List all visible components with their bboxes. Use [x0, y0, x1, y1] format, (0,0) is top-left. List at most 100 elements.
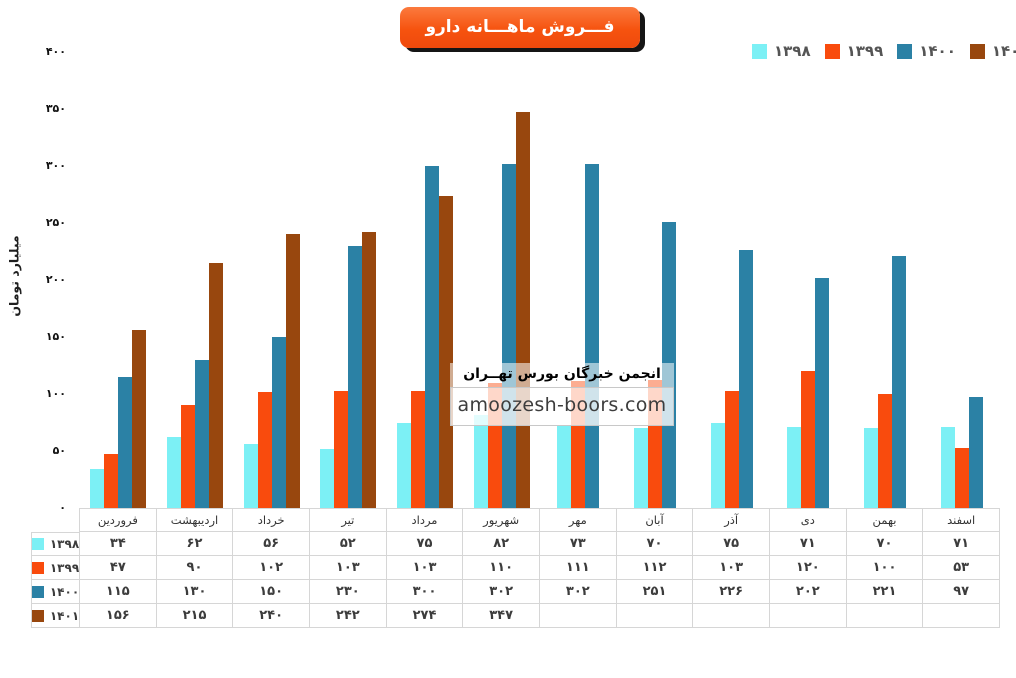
bar-1400-m6	[501, 163, 516, 508]
table-month-header-11: بهمن	[846, 508, 924, 532]
bar-group-7	[540, 52, 617, 508]
table-cell-1401-m1: ۱۵۶	[80, 604, 157, 628]
table-year-label-1400: ۱۴۰۰	[49, 584, 80, 599]
plot-area	[80, 52, 1000, 508]
table-cell-1400-m9: ۲۲۶	[693, 580, 770, 604]
table-corner-cell	[31, 508, 80, 532]
table-cell-1400-m11: ۲۲۱	[846, 580, 924, 604]
table-cell-1401-m10	[769, 604, 847, 628]
table-cell-1400-m12: ۹۷	[923, 580, 1000, 604]
table-cell-1401-m9	[693, 604, 770, 628]
table-cell-1399-m11: ۱۰۰	[846, 556, 924, 580]
table-cell-1398-m6: ۸۲	[463, 532, 540, 556]
bar-1398-m3	[243, 444, 258, 508]
bar-1400-m4	[348, 245, 363, 508]
bar-1398-m6	[473, 414, 488, 508]
y-tick-400: ۴۰۰	[45, 45, 66, 58]
chart-title: فـــروش ماهـــانه دارو	[400, 7, 640, 48]
table-cell-1398-m4: ۵۲	[309, 532, 387, 556]
table-cell-1398-m5: ۷۵	[386, 532, 464, 556]
table-cell-1399-m5: ۱۰۳	[386, 556, 464, 580]
table-cell-1398-m1: ۳۴	[80, 532, 157, 556]
bar-1399-m4	[334, 390, 349, 508]
bar-1398-m7	[557, 424, 572, 508]
bar-1399-m9	[724, 390, 739, 508]
table-month-header-5: مرداد	[386, 508, 464, 532]
table-row-key-1401: ۱۴۰۱	[31, 604, 80, 628]
y-tick-250: ۲۵۰	[45, 216, 66, 229]
legend-swatch-1400	[897, 43, 913, 59]
table-month-header-7: مهر	[539, 508, 617, 532]
table-cell-1398-m3: ۵۶	[233, 532, 310, 556]
table-cell-1399-m8: ۱۱۲	[616, 556, 694, 580]
bar-group-1	[80, 52, 157, 508]
y-axis-title: میلیارد تومان	[6, 235, 22, 317]
table-cell-1399-m6: ۱۱۰	[463, 556, 540, 580]
table-cell-1398-m2: ۶۲	[156, 532, 234, 556]
table-cell-1400-m4: ۲۳۰	[309, 580, 387, 604]
table-row-key-1400: ۱۴۰۰	[31, 580, 80, 604]
bar-1401-m1	[132, 330, 147, 508]
bar-group-5	[387, 52, 464, 508]
table-cell-1401-m12	[923, 604, 1000, 628]
table-year-label-1398: ۱۳۹۸	[49, 537, 80, 551]
table-cell-1400-m5: ۳۰۰	[386, 580, 464, 604]
bar-1400-m7	[585, 163, 600, 508]
table-cell-1400-m7: ۳۰۲	[539, 580, 617, 604]
y-tick-350: ۳۵۰	[45, 102, 66, 115]
data-table: فروردین اردیبهشت خرداد تیر مرداد شهریور مهر آبا…	[31, 508, 1000, 628]
table-cell-1400-m8: ۲۵۱	[616, 580, 694, 604]
table-month-header-12: اسفند	[923, 508, 1000, 532]
table-cell-1401-m8	[616, 604, 694, 628]
bar-1399-m11	[877, 394, 892, 508]
bar-1400-m1	[118, 376, 133, 508]
bar-1398-m5	[396, 422, 411, 508]
legend: ۱۳۹۸ ۱۳۹۹ ۱۴۰۰ ۱۴۰۱	[752, 42, 1016, 60]
table-cell-1398-m7: ۷۳	[539, 532, 617, 556]
y-tick-50: ۵۰	[52, 444, 66, 457]
legend-label-1401: ۱۴۰۱	[991, 42, 1016, 60]
table-cell-1401-m7	[539, 604, 617, 628]
table-cell-1399-m3: ۱۰۲	[233, 556, 310, 580]
table-cell-1398-m10: ۷۱	[769, 532, 847, 556]
table-month-header-1: فروردین	[80, 508, 157, 532]
watermark-org-name: انجمن خبرگان بورس تهــران	[450, 363, 674, 387]
table-cell-1399-m4: ۱۰۳	[309, 556, 387, 580]
table-cell-1400-m6: ۳۰۲	[463, 580, 540, 604]
table-cell-1400-m1: ۱۱۵	[80, 580, 157, 604]
table-year-label-1399: ۱۳۹۹	[49, 560, 80, 575]
bar-1398-m1	[90, 469, 105, 508]
bar-1398-m11	[863, 428, 878, 508]
table-month-header-4: تیر	[309, 508, 387, 532]
bar-1399-m10	[801, 371, 816, 508]
bar-group-11	[847, 52, 924, 508]
table-year-label-1401: ۱۴۰۱	[49, 608, 80, 623]
bar-1398-m8	[633, 428, 648, 508]
legend-item-1398: ۱۳۹۸	[752, 42, 811, 60]
table-cell-1401-m5: ۲۷۴	[386, 604, 464, 628]
table-cell-1401-m11	[846, 604, 924, 628]
legend-swatch-1398	[752, 43, 767, 59]
bar-1400-m2	[194, 359, 209, 508]
bar-1400-m3	[271, 337, 286, 508]
table-cell-1399-m12: ۵۳	[923, 556, 1000, 580]
table-cell-1399-m10: ۱۲۰	[769, 556, 847, 580]
bar-1398-m10	[787, 427, 802, 508]
bar-1401-m3	[285, 234, 300, 508]
table-cell-1401-m2: ۲۱۵	[156, 604, 234, 628]
table-cell-1398-m12: ۷۱	[923, 532, 1000, 556]
table-key-swatch-1398	[32, 538, 44, 550]
legend-item-1401: ۱۴۰۱	[969, 42, 1016, 60]
bar-1398-m4	[320, 448, 335, 508]
bar-1401-m5	[438, 195, 453, 508]
table-cell-1399-m7: ۱۱۱	[539, 556, 617, 580]
table-cell-1400-m3: ۱۵۰	[233, 580, 310, 604]
table-cell-1399-m2: ۹۰	[156, 556, 234, 580]
bar-1398-m12	[940, 427, 955, 508]
bar-group-4	[310, 52, 387, 508]
table-month-header-8: آبان	[616, 508, 694, 532]
y-tick-200: ۲۰۰	[45, 273, 66, 286]
legend-label-1399: ۱۳۹۹	[846, 42, 884, 60]
bar-1399-m1	[104, 454, 119, 508]
table-row-key-1399: ۱۳۹۹	[31, 556, 80, 580]
